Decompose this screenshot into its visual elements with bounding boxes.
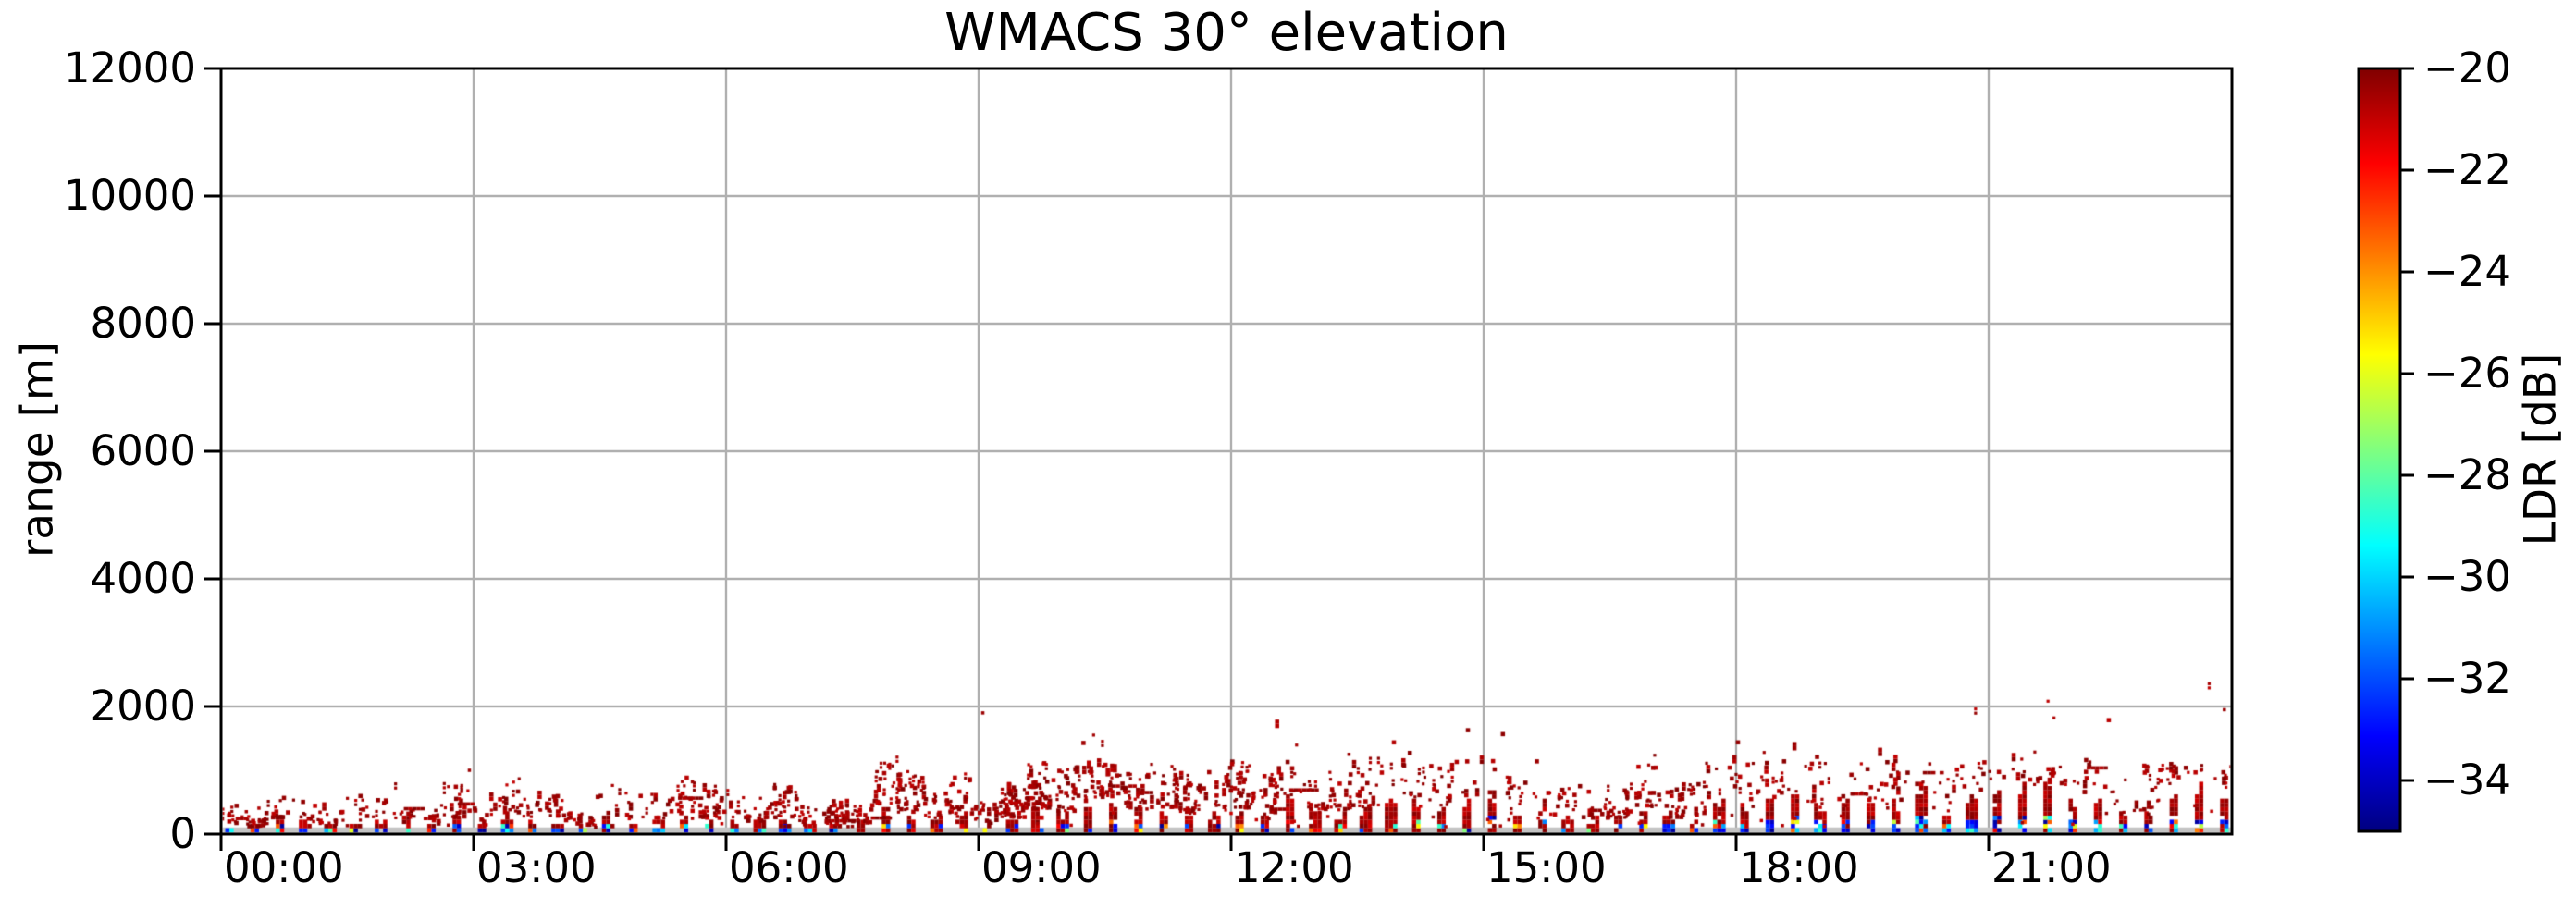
colorbar-tick-label: −26 [2423,349,2511,398]
colorbar-tick-label: −34 [2423,755,2511,805]
x-tick-label: 06:00 [729,843,849,892]
colorbar-tick-label: −30 [2423,552,2511,601]
y-tick-label: 8000 [90,299,196,348]
colorbar-tick-label: −24 [2423,247,2511,296]
y-tick-label: 6000 [90,426,196,475]
colorbar-tick-label: −28 [2423,450,2511,499]
y-tick-label: 12000 [63,43,196,92]
y-tick-label: 0 [169,809,196,858]
colorbar-tick-label: −20 [2423,43,2511,92]
x-tick-label: 18:00 [1739,843,1859,892]
x-tick-label: 00:00 [224,843,344,892]
x-tick-label: 09:00 [981,843,1102,892]
y-tick-label: 10000 [63,171,196,220]
y-tick-label: 4000 [90,554,196,603]
y-tick-label: 2000 [90,682,196,731]
x-tick-label: 15:00 [1486,843,1607,892]
x-tick-label: 12:00 [1234,843,1354,892]
chart-title: WMACS 30° elevation [944,3,1509,63]
plot-frame [219,67,2234,836]
x-tick-label: 03:00 [476,843,597,892]
colorbar [2357,67,2402,833]
colorbar-tick-label: −32 [2423,654,2511,703]
colorbar-tick-label: −22 [2423,145,2511,194]
x-tick-label: 21:00 [1991,843,2112,892]
